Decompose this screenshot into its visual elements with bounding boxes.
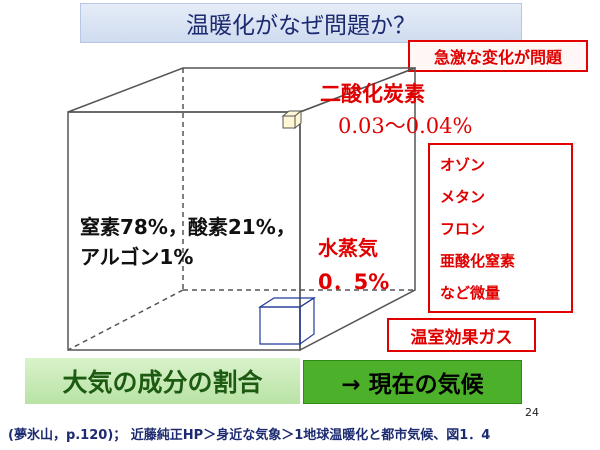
current-climate-banner: → 現在の気候 — [303, 360, 522, 404]
rapid-change-tag: 急激な変化が問題 — [408, 40, 588, 72]
main-gas-line: 窒素78%，酸素21%， — [80, 215, 296, 239]
slide-title: 温暖化がなぜ問題か？ — [80, 3, 522, 43]
composition-banner: 大気の成分の割合 — [25, 358, 300, 404]
page-number: 24 — [525, 406, 539, 419]
cube-right-face — [299, 66, 416, 352]
co2-label: 二酸化炭素 — [320, 82, 425, 106]
main-gas-composition: 窒素78%，酸素21%， アルゴン1% — [80, 212, 296, 272]
trace-gas-item: メタン — [440, 188, 486, 206]
water-vapor-value: 0．5% — [318, 270, 390, 294]
co2-value: 0.03〜0.04% — [338, 114, 473, 138]
trace-gas-item: など微量 — [440, 284, 501, 302]
water-vapor-cube — [257, 296, 317, 346]
water-vapor-label: 水蒸気 — [318, 236, 378, 260]
trace-gas-item: フロン — [440, 220, 486, 238]
citation-text: (夢氷山，p.120)； 近藤純正HP＞身近な気象＞1地球温暖化と都市気候、図1… — [8, 428, 491, 443]
greenhouse-gases-tag: 温室効果ガス — [387, 318, 536, 352]
trace-gas-list: オゾン メタン フロン 亜酸化窒素 など微量 — [428, 143, 573, 313]
main-gas-line: アルゴン1% — [80, 245, 194, 269]
trace-gas-item: オゾン — [440, 156, 486, 174]
co2-small-cube — [281, 109, 303, 130]
cube-hidden-edge — [67, 289, 184, 351]
trace-gas-item: 亜酸化窒素 — [440, 252, 516, 270]
